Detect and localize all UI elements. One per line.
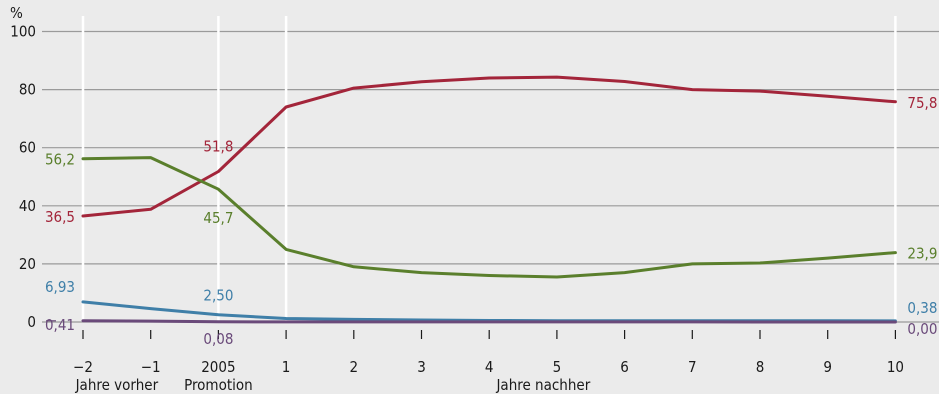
- x-tick-label: 2: [350, 358, 359, 376]
- series-line-2: [81, 156, 897, 279]
- y-tick-label: 20: [19, 255, 36, 273]
- data-label: 56,2: [45, 151, 75, 169]
- y-tick-label: 0: [27, 313, 36, 331]
- y-tick-label: 60: [19, 139, 36, 157]
- x-tick-label: 5: [553, 358, 562, 376]
- data-label: 0,00: [907, 320, 937, 338]
- x-axis: −2 −1 2005 1 2 3 4 5 6 7 8 9 10 Jahre vorher Promotion…: [73, 330, 904, 394]
- x-tick-label: 1: [282, 358, 291, 376]
- series-line-1: [81, 75, 897, 218]
- data-label: 51,8: [203, 138, 233, 156]
- data-label: 36,5: [45, 208, 75, 226]
- x-tick-label: 9: [823, 358, 832, 376]
- grid-lines: [42, 16, 939, 323]
- x-tick-label: 4: [485, 358, 494, 376]
- series-line-4: [81, 319, 897, 324]
- series-lines: [81, 75, 897, 324]
- data-label: 45,7: [203, 209, 233, 227]
- data-label: 2,50: [203, 287, 233, 305]
- data-label: 0,41: [45, 316, 75, 334]
- x-tick-label: 3: [417, 358, 426, 376]
- series-line-3: [81, 300, 897, 323]
- x-tick-label: 2005: [201, 358, 235, 376]
- y-axis: % 0 20 40 60 80 100: [10, 4, 36, 331]
- data-label: 23,9: [907, 245, 937, 263]
- data-label: 6,93: [45, 278, 75, 296]
- data-label: 75,8: [907, 94, 937, 112]
- x-tick-label: 10: [887, 358, 904, 376]
- x-group-label: Promotion: [184, 376, 253, 394]
- x-group-label: Jahre nachher: [495, 376, 590, 394]
- x-tick-label: −1: [141, 358, 161, 376]
- y-tick-label: 80: [19, 81, 36, 99]
- data-labels: 36,5 51,8 75,8 56,2 45,7 23,9 6,93 2,50 0,38 0,41…: [45, 94, 937, 348]
- x-group-label: Jahre vorher: [75, 376, 159, 394]
- y-unit-label: %: [10, 4, 23, 22]
- y-tick-label: 40: [19, 197, 36, 215]
- x-tick-label: 6: [620, 358, 629, 376]
- x-tick-label: 7: [688, 358, 697, 376]
- y-tick-label: 100: [10, 23, 36, 41]
- data-label: 0,08: [203, 330, 233, 348]
- x-tick-label: 8: [756, 358, 765, 376]
- x-tick-label: −2: [73, 358, 93, 376]
- data-label: 0,38: [907, 299, 937, 317]
